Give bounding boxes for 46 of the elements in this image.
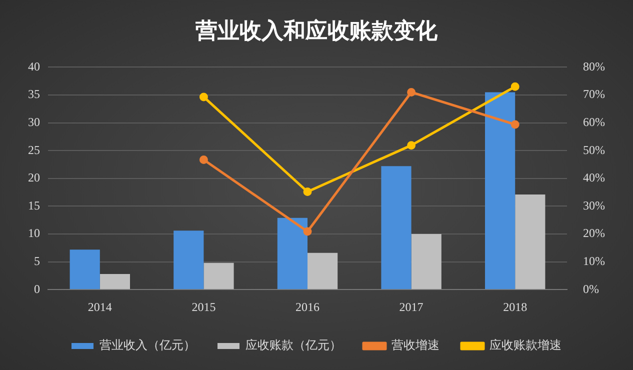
x-tick-label: 2015 xyxy=(192,300,216,314)
point xyxy=(199,92,208,102)
point xyxy=(199,156,208,164)
bar xyxy=(70,250,100,290)
x-tick-label: 2018 xyxy=(503,300,528,314)
y2-tick-label: 10% xyxy=(583,254,606,268)
bar xyxy=(204,262,234,290)
bar xyxy=(308,252,338,290)
bar xyxy=(485,92,516,290)
y-tick-label: 25 xyxy=(28,142,40,157)
y-tick-label: 40 xyxy=(28,59,40,74)
bar xyxy=(174,230,204,290)
legend-label: 应收账款（亿元） xyxy=(246,338,342,352)
bar xyxy=(277,218,308,290)
chart-title: 营业收入和应收账款变化 xyxy=(194,18,438,46)
point xyxy=(510,82,520,91)
y-tick-label: 0 xyxy=(34,282,40,296)
legend-label: 营业收入（亿元） xyxy=(100,338,196,352)
y-tick-label: 10 xyxy=(28,226,40,240)
y2-tick-label: 0% xyxy=(583,282,600,296)
point xyxy=(303,187,312,196)
point xyxy=(407,88,416,96)
y-tick-label: 30 xyxy=(28,114,40,129)
y-tick-label: 20 xyxy=(28,170,40,185)
point xyxy=(510,120,520,129)
y-tick-label: 35 xyxy=(28,87,40,102)
x-tick-label: 2014 xyxy=(88,300,112,314)
bar xyxy=(100,274,130,290)
bar xyxy=(381,166,412,290)
bar xyxy=(411,234,442,290)
point xyxy=(303,227,312,236)
x-tick-label: 2016 xyxy=(296,300,320,314)
y2-tick-label: 60% xyxy=(583,114,606,129)
y2-tick-label: 30% xyxy=(583,198,606,212)
legend-label: 应收账款增速 xyxy=(490,338,562,352)
y2-tick-label: 20% xyxy=(583,226,606,240)
y2-tick-label: 40% xyxy=(583,170,606,185)
bar xyxy=(515,194,546,290)
y2-tick-label: 50% xyxy=(583,142,606,157)
x-tick-label: 2017 xyxy=(399,300,424,314)
point xyxy=(407,141,416,150)
y2-tick-label: 80% xyxy=(583,59,606,74)
y-tick-label: 15 xyxy=(28,198,40,212)
y2-tick-label: 70% xyxy=(583,87,606,102)
legend-label: 营收增速 xyxy=(392,338,440,352)
y-tick-label: 5 xyxy=(34,254,40,268)
